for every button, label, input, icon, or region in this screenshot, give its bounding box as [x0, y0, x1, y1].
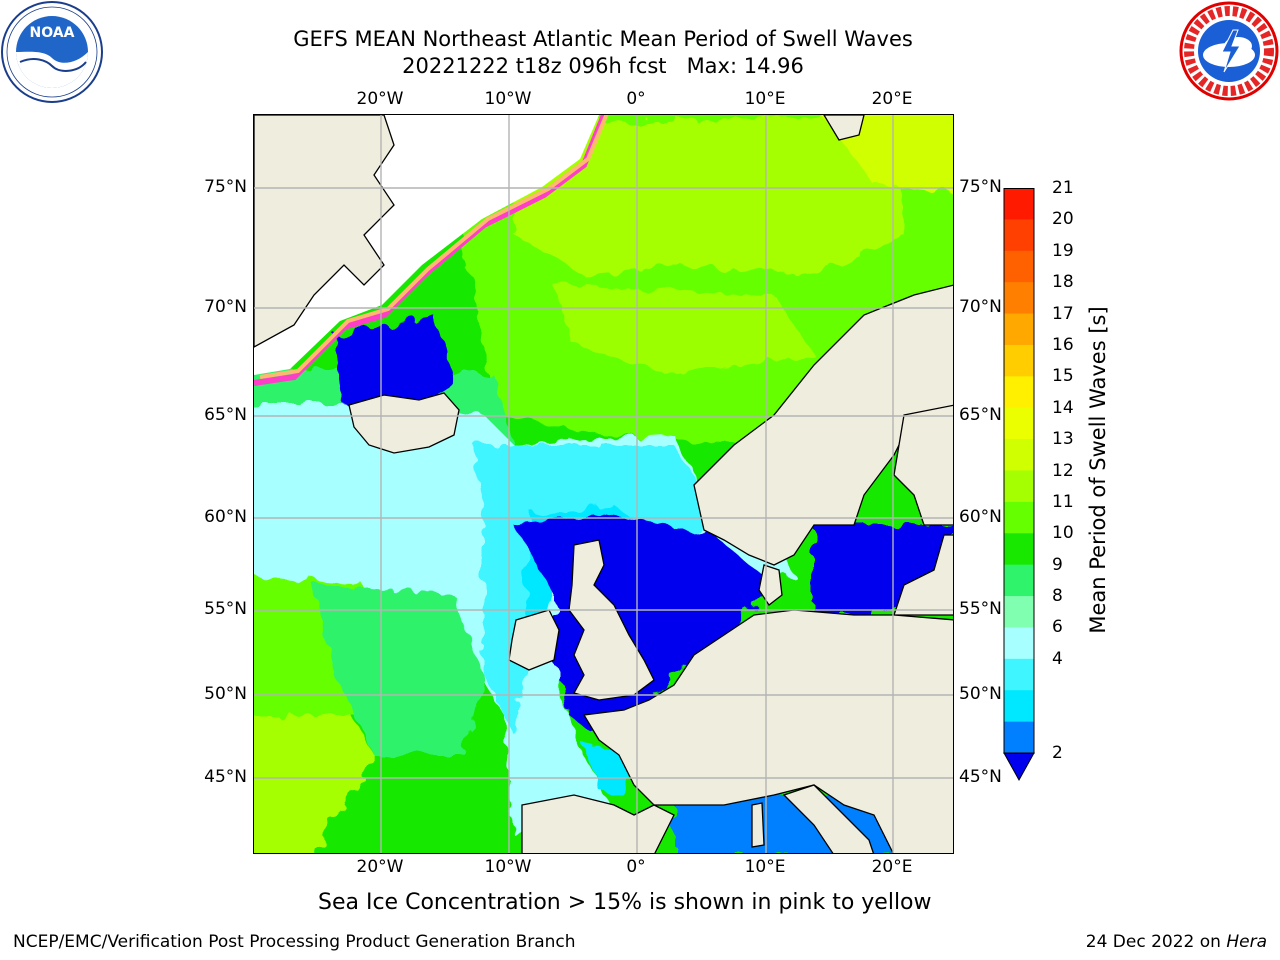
lat-tick-left: 65°N — [204, 405, 247, 425]
colorbar-tick-label: 2 — [1052, 743, 1063, 763]
lon-tick-bottom: 10°W — [484, 857, 532, 877]
colorbar-tick-label: 13 — [1052, 429, 1074, 450]
land-italy — [782, 784, 875, 853]
land-iceland — [348, 392, 460, 454]
colorbar-segment — [1004, 188, 1034, 220]
colorbar-segment — [1004, 501, 1034, 534]
land-finland — [893, 404, 953, 526]
land-svalbard — [823, 115, 865, 141]
field-mint-central — [314, 585, 484, 755]
chart-title: GEFS MEAN Northeast Atlantic Mean Period… — [293, 27, 913, 51]
colorbar-segment — [1004, 658, 1034, 691]
colorbar-segment — [1004, 344, 1034, 377]
lon-tick-bottom: 20°W — [356, 857, 404, 877]
field-blue-iceland — [334, 315, 454, 415]
colorbar-tick-label: 18 — [1052, 272, 1074, 293]
credit-left: NCEP/EMC/Verification Post Processing Pr… — [13, 932, 576, 952]
colorbar-tick-label: 17 — [1052, 303, 1074, 324]
colorbar-segment — [1004, 313, 1034, 346]
lon-tick-top: 20°W — [356, 89, 404, 109]
land-iberia — [521, 794, 675, 853]
colorbar-tick-label: 6 — [1052, 617, 1063, 638]
lat-tick-right: 45°N — [959, 767, 1002, 787]
colorbar-tick-label: 9 — [1052, 554, 1063, 575]
colorbar-tick-label: 19 — [1052, 240, 1074, 261]
colorbar-segment — [1004, 596, 1034, 628]
lat-tick-right: 60°N — [959, 507, 1002, 527]
map-panel — [253, 114, 954, 854]
swell-period-map — [254, 115, 953, 853]
land-corsica — [751, 802, 765, 848]
colorbar-segment — [1004, 690, 1034, 723]
lat-tick-left: 75°N — [204, 177, 247, 197]
colorbar-tick-label: 11 — [1052, 491, 1074, 512]
colorbar-segment — [1004, 533, 1034, 566]
lat-tick-right: 75°N — [959, 177, 1002, 197]
lat-tick-left: 55°N — [204, 599, 247, 619]
colorbar-segment — [1004, 219, 1034, 252]
sea-ice-fringe-yellow — [259, 115, 609, 379]
colorbar-segment — [1004, 470, 1034, 503]
noaa-logo: NOAA — [1, 1, 103, 103]
colorbar-segment — [1004, 721, 1034, 754]
lat-tick-left: 45°N — [204, 767, 247, 787]
svg-text:NOAA: NOAA — [30, 25, 75, 41]
colorbar-tick-label: 15 — [1052, 366, 1074, 387]
colorbar-segment — [1004, 282, 1034, 315]
colorbar-segment — [1004, 376, 1034, 409]
field-yellowgreen-north — [514, 115, 904, 275]
lon-tick-top: 20°E — [871, 89, 913, 109]
nws-logo — [1179, 1, 1279, 101]
colorbar-segment — [1004, 407, 1034, 440]
gridlines — [254, 115, 953, 853]
chart-subtitle: 20221222 t18z 096h fcst Max: 14.96 — [402, 54, 804, 78]
colorbar-tick-label: 8 — [1052, 586, 1063, 607]
land — [254, 115, 953, 853]
lat-tick-right: 70°N — [959, 297, 1002, 317]
colorbar-segment — [1004, 627, 1034, 660]
colorbar-tick-label: 16 — [1052, 334, 1074, 355]
lat-tick-left: 50°N — [204, 684, 247, 704]
colorbar — [1003, 188, 1035, 782]
land-denmark — [758, 564, 783, 606]
lat-tick-left: 60°N — [204, 507, 247, 527]
colorbar-segment — [1004, 439, 1034, 471]
colorbar-tick-label: 12 — [1052, 460, 1074, 481]
lat-tick-right: 55°N — [959, 599, 1002, 619]
colorbar-tick-label: 21 — [1052, 178, 1074, 198]
lat-tick-right: 65°N — [959, 405, 1002, 425]
lat-tick-left: 70°N — [204, 297, 247, 317]
lon-tick-top: 10°E — [744, 89, 786, 109]
colorbar-tick-label: 10 — [1052, 523, 1074, 544]
colorbar-tick-label: 20 — [1052, 209, 1074, 230]
field-yellow-sw — [254, 685, 374, 853]
lon-tick-top: 0° — [626, 89, 646, 109]
colorbar-tick-label: 14 — [1052, 397, 1074, 418]
lon-tick-bottom: 20°E — [871, 857, 913, 877]
colorbar-extend-arrow — [1003, 752, 1035, 782]
lon-tick-bottom: 10°E — [744, 857, 786, 877]
land-continent — [582, 609, 953, 853]
lat-tick-right: 50°N — [959, 684, 1002, 704]
lon-tick-bottom: 0° — [626, 857, 646, 877]
land-greenland — [254, 115, 395, 348]
colorbar-segment — [1004, 564, 1034, 597]
credit-right: 24 Dec 2022 on Hera — [1085, 932, 1267, 952]
land-ireland — [508, 609, 560, 671]
colorbar-tick-label: 4 — [1052, 648, 1063, 669]
lon-tick-top: 10°W — [484, 89, 532, 109]
colorbar-frame — [1003, 188, 1035, 754]
land-scandinavia — [693, 284, 953, 566]
colorbar-segment — [1004, 250, 1034, 283]
